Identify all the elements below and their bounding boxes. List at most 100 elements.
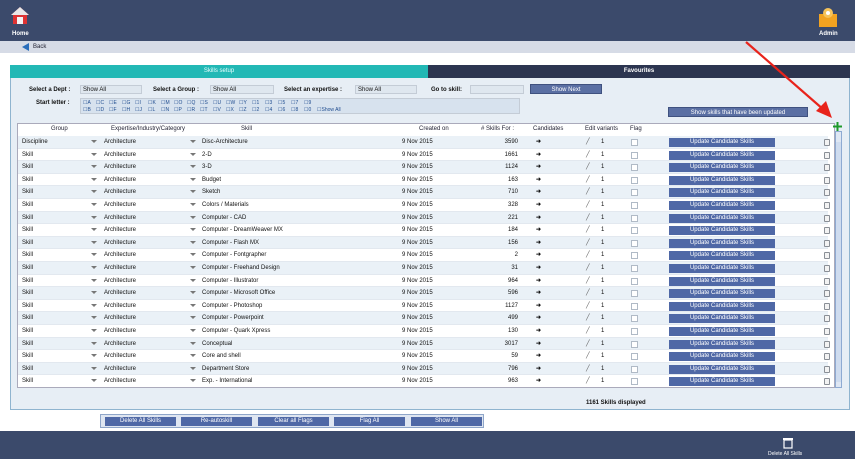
delete-row-icon[interactable] [824,214,830,222]
header-created[interactable]: Created on [419,126,449,132]
cell-skill[interactable]: Computer - DreamWeaver MX [202,227,283,234]
cell-group[interactable]: Skill [22,328,34,334]
expertise-dropdown-icon[interactable] [190,266,196,269]
expertise-dropdown-icon[interactable] [190,303,196,307]
edit-pencil-icon[interactable]: ╱ [586,340,590,347]
update-candidate-skills-button[interactable]: Update Candidate Skills [669,364,775,374]
edit-pencil-icon[interactable]: ╱ [586,164,590,171]
group-dropdown-icon[interactable] [91,266,97,269]
edit-pencil-icon[interactable]: ╱ [586,202,590,208]
delete-all-skills-button[interactable]: Delete All Skills [105,417,176,426]
flag-checkbox[interactable] [631,214,638,222]
candidates-arrow-icon[interactable]: ➜ [536,176,542,183]
flag-checkbox[interactable] [631,315,638,323]
group-dropdown-icon[interactable] [91,291,97,295]
letter-option[interactable]: ☐S [200,100,208,106]
cell-expertise[interactable]: Architecture [104,290,137,297]
cell-group[interactable]: Skill [22,365,34,372]
update-candidate-skills-button[interactable]: Update Candidate Skills [669,251,775,261]
cell-skill[interactable]: Computer - Illustrator [202,277,259,284]
delete-row-icon[interactable] [824,189,830,197]
cell-expertise[interactable]: Architecture [104,365,137,372]
letter-option[interactable]: ☐J [135,107,142,113]
delete-row-icon[interactable] [824,151,830,159]
update-candidate-skills-button[interactable]: Update Candidate Skills [669,188,775,198]
scrollbar-thumb[interactable] [836,142,841,382]
delete-row-icon[interactable] [824,353,830,361]
admin-label[interactable]: Admin [819,31,838,37]
admin-icon[interactable] [817,6,839,28]
cell-expertise[interactable]: Architecture [104,151,137,158]
update-candidate-skills-button[interactable]: Update Candidate Skills [669,201,775,210]
flag-checkbox[interactable] [631,176,638,184]
edit-pencil-icon[interactable]: ╱ [586,252,590,259]
flag-checkbox[interactable] [631,151,638,159]
group-dropdown-icon[interactable] [91,215,97,219]
flag-checkbox[interactable] [631,290,638,298]
letter-option[interactable]: ☐1 [252,100,260,106]
cell-skill[interactable]: Sketch [202,189,221,196]
group-dropdown-icon[interactable] [91,177,97,181]
letter-option[interactable]: ☐3 [265,100,273,106]
group-dropdown-icon[interactable] [91,140,97,143]
letter-option[interactable]: ☐O [174,100,183,106]
expertise-dropdown-icon[interactable] [190,140,196,143]
group-select[interactable]: Show All [210,85,274,94]
candidates-arrow-icon[interactable]: ➜ [536,189,542,196]
header-flag[interactable]: Flag [630,126,642,132]
cell-skill[interactable]: Department Store [202,365,250,372]
group-dropdown-icon[interactable] [91,228,97,232]
letter-option[interactable]: ☐D [96,107,105,113]
update-candidate-skills-button[interactable]: Update Candidate Skills [669,138,775,147]
candidates-arrow-icon[interactable]: ➜ [536,315,542,322]
letter-option[interactable]: ☐F [109,107,117,113]
cell-group[interactable]: Discipline [22,139,48,145]
letter-option[interactable]: ☐G [122,100,131,106]
edit-pencil-icon[interactable]: ╱ [586,176,590,183]
expertise-dropdown-icon[interactable] [190,190,196,194]
expertise-dropdown-icon[interactable] [190,203,196,206]
update-candidate-skills-button[interactable]: Update Candidate Skills [669,175,775,185]
flag-checkbox[interactable] [631,265,638,272]
letter-option[interactable]: ☐H [122,107,131,113]
flag-checkbox[interactable] [631,227,638,235]
delete-row-icon[interactable] [824,315,830,323]
letter-option[interactable]: ☐Y [239,100,247,106]
expertise-dropdown-icon[interactable] [190,177,196,181]
edit-pencil-icon[interactable]: ╱ [586,353,590,360]
letter-option[interactable]: ☐U [213,100,222,106]
letter-option[interactable]: ☐0 [304,107,312,113]
header-skills-for[interactable]: # Skills For : [481,126,515,132]
group-dropdown-icon[interactable] [91,190,97,194]
group-dropdown-icon[interactable] [91,366,97,370]
update-candidate-skills-button[interactable]: Update Candidate Skills [669,264,775,273]
home-icon[interactable] [10,6,30,26]
flag-checkbox[interactable] [631,239,638,247]
cell-skill[interactable]: Exp. - International [202,378,253,385]
flag-checkbox[interactable] [631,353,638,361]
delete-row-icon[interactable] [824,252,830,260]
flag-checkbox[interactable] [631,252,638,260]
trash-icon[interactable] [782,437,794,449]
cell-expertise[interactable]: Architecture [104,265,137,271]
letter-option[interactable]: ☐R [187,107,196,113]
delete-row-icon[interactable] [824,340,830,348]
cell-group[interactable]: Skill [22,214,34,221]
update-candidate-skills-button[interactable]: Update Candidate Skills [669,213,775,223]
delete-row-icon[interactable] [824,328,830,335]
cell-group[interactable]: Skill [22,378,34,385]
cell-skill[interactable]: Core and shell [202,353,241,360]
tab-skills-setup[interactable]: Skills setup [10,65,428,78]
edit-pencil-icon[interactable]: ╱ [586,227,590,234]
show-updated-skills-button[interactable]: Show skills that have been updated [668,107,808,117]
letter-option[interactable]: ☐B [83,107,91,113]
expertise-dropdown-icon[interactable] [190,253,196,257]
delete-row-icon[interactable] [824,139,830,146]
cell-expertise[interactable]: Architecture [104,302,137,309]
cell-group[interactable]: Skill [22,265,34,271]
cell-group[interactable]: Skill [22,302,34,309]
flag-checkbox[interactable] [631,302,638,310]
candidates-arrow-icon[interactable]: ➜ [536,353,542,360]
update-candidate-skills-button[interactable]: Update Candidate Skills [669,276,775,286]
cell-group[interactable]: Skill [22,176,34,183]
